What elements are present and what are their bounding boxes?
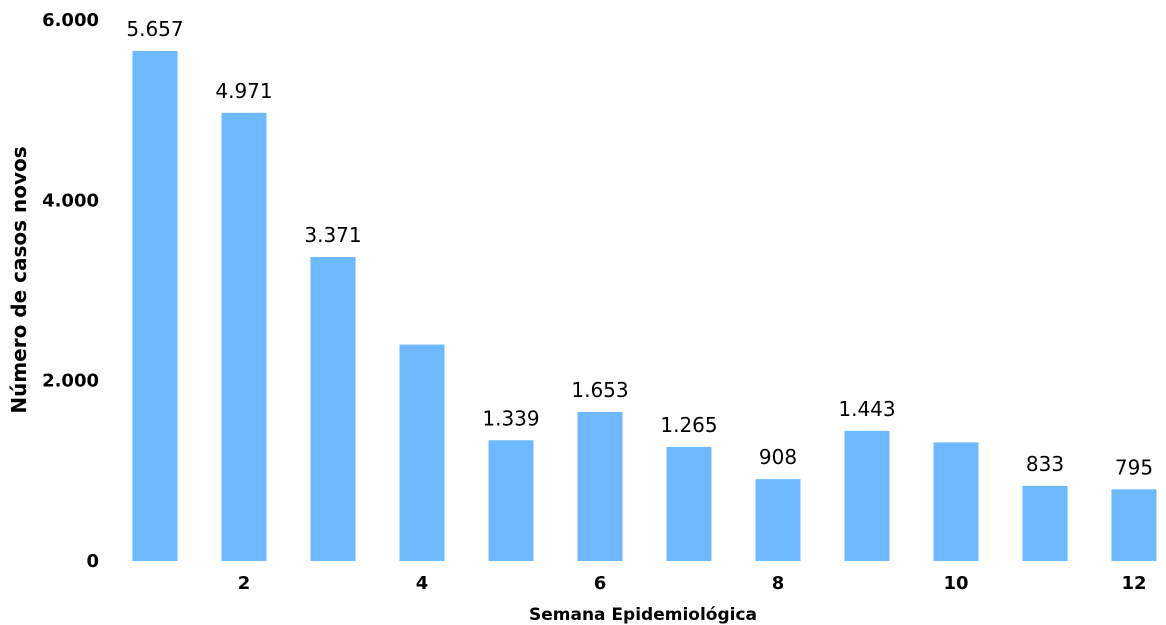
data-label: 1.265 [660,413,717,437]
bar [933,442,979,561]
x-tick-label: 10 [943,573,968,594]
data-labels: 5.657 4.971 3.371 1.339 1.653 1.265 908 1.443 83… [126,17,1153,479]
y-tick-label: 6.000 [42,10,99,31]
bar [666,446,712,561]
y-axis-ticks: 0 2.000 4.000 6.000 [42,10,99,572]
x-tick-label: 2 [238,573,251,594]
bars [132,50,1157,562]
data-label: 908 [759,445,797,469]
y-tick-label: 0 [86,551,99,572]
bar [488,440,534,561]
data-label: 3.371 [304,223,361,247]
y-tick-label: 2.000 [42,371,99,392]
data-label: 1.339 [482,406,539,430]
x-tick-label: 6 [594,573,607,594]
data-label: 1.443 [838,397,895,421]
bar [755,479,801,561]
bar [221,112,267,562]
x-axis-title: Semana Epidemiológica [529,605,757,625]
data-label: 833 [1026,452,1064,476]
x-tick-label: 4 [416,573,429,594]
y-axis-title: Número de casos novos [7,146,31,413]
bar [844,430,890,561]
data-label: 795 [1115,455,1153,479]
x-tick-label: 8 [772,573,785,594]
bar [1022,485,1068,561]
y-tick-label: 4.000 [42,190,99,211]
bar [132,50,178,562]
bar [1111,489,1157,561]
data-label: 5.657 [126,17,183,41]
data-label: 4.971 [215,79,272,103]
x-tick-label: 12 [1121,573,1146,594]
data-label: 1.653 [571,378,628,402]
x-axis-ticks: 2 4 6 8 10 12 [238,573,1147,594]
bar [399,344,445,561]
bar [310,257,356,561]
bar [577,411,623,561]
